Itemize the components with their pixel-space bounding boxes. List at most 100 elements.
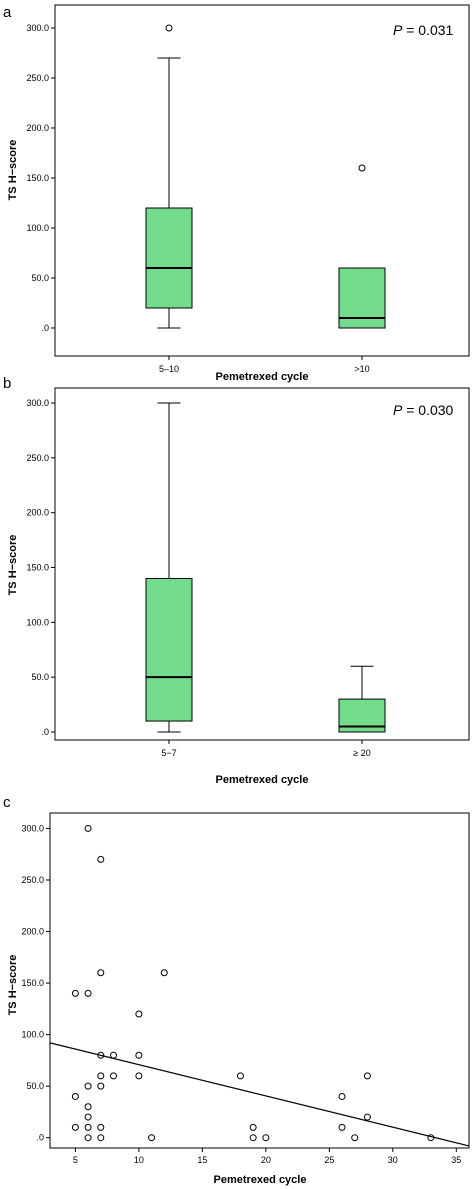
scatter-point xyxy=(84,1082,92,1090)
panel-c-fit xyxy=(49,1042,470,1147)
scatter-point xyxy=(97,1082,105,1090)
x-tick-label: 5−7 xyxy=(161,748,176,758)
y-tick-label: 100.0 xyxy=(26,223,49,233)
scatter-point xyxy=(71,1092,79,1100)
scatter-point xyxy=(338,1123,346,1131)
y-tick-label: 200.0 xyxy=(26,508,49,518)
scatter-point xyxy=(84,1103,92,1111)
y-tick-label: 300.0 xyxy=(26,398,49,408)
panel-c-xlabel: Pemetrexed cycle xyxy=(214,1174,307,1186)
y-tick-label: 150.0 xyxy=(26,563,49,573)
panel-a-ylabel: TS H−score xyxy=(7,140,19,201)
scatter-point xyxy=(109,1072,117,1080)
scatter-point xyxy=(249,1123,257,1131)
x-tick-label: 10 xyxy=(134,1155,144,1165)
outlier-point xyxy=(165,24,173,32)
panel-a-p-text: = 0.031 xyxy=(402,22,453,38)
y-tick-label: 250.0 xyxy=(26,453,49,463)
panel-b-ylabel: TS H−score xyxy=(7,535,19,596)
y-tick-label: .0 xyxy=(41,323,49,333)
y-tick-label: 150.0 xyxy=(21,978,44,988)
y-tick-label: 200.0 xyxy=(21,927,44,937)
panel-b-p-symbol: P xyxy=(393,402,403,418)
outlier-point xyxy=(358,164,366,172)
y-tick-label: .0 xyxy=(36,1133,44,1143)
scatter-point xyxy=(236,1072,244,1080)
scatter-point xyxy=(84,1134,92,1142)
panel-c-points xyxy=(71,824,435,1142)
panel-a-xlabel: Pemetrexed cycle xyxy=(216,371,309,383)
scatter-point xyxy=(135,1010,143,1018)
scatter-point xyxy=(363,1113,371,1121)
panel-b: b TS H−score Pemetrexed cycle P = 0.030 … xyxy=(3,375,470,786)
x-tick-label: 20 xyxy=(261,1155,271,1165)
scatter-point xyxy=(84,824,92,832)
panel-b-xticks: 5−7 ≥ 20 xyxy=(161,740,371,758)
y-tick-label: .0 xyxy=(41,727,49,737)
x-tick-label: 5–10 xyxy=(159,364,179,374)
scatter-point xyxy=(262,1134,270,1142)
scatter-point xyxy=(135,1072,143,1080)
scatter-point xyxy=(109,1051,117,1059)
scatter-point xyxy=(97,1123,105,1131)
fit-line xyxy=(49,1042,470,1147)
y-tick-label: 250.0 xyxy=(21,875,44,885)
box-iqr xyxy=(145,577,193,722)
scatter-point xyxy=(71,1123,79,1131)
scatter-point xyxy=(338,1092,346,1100)
x-tick-label: 30 xyxy=(388,1155,398,1165)
y-tick-label: 250.0 xyxy=(26,73,49,83)
scatter-point xyxy=(97,1072,105,1080)
scatter-point xyxy=(71,989,79,997)
panel-b-frame xyxy=(54,387,470,741)
scatter-point xyxy=(97,969,105,977)
x-tick-label: 15 xyxy=(197,1155,207,1165)
scatter-point xyxy=(148,1134,156,1142)
panel-c-frame xyxy=(49,812,470,1149)
panel-c: c TS H−score Pemetrexed cycle .0 50.0 100.… xyxy=(3,794,470,1186)
panel-a-label: a xyxy=(3,4,12,21)
scatter-point xyxy=(97,855,105,863)
panel-a-boxes xyxy=(145,24,386,329)
panel-b-boxes xyxy=(145,402,386,733)
panel-b-xlabel: Pemetrexed cycle xyxy=(216,774,309,786)
panel-a-pvalue: P = 0.031 xyxy=(393,22,454,38)
x-tick-label: 5 xyxy=(73,1155,78,1165)
y-tick-label: 50.0 xyxy=(26,1081,44,1091)
panel-a-yticks: .0 50.0 100.0 150.0 200.0 250.0 300.0 xyxy=(26,23,55,333)
y-tick-label: 100.0 xyxy=(21,1030,44,1040)
y-tick-label: 50.0 xyxy=(31,273,49,283)
x-tick-label: >10 xyxy=(354,364,369,374)
scatter-point xyxy=(84,1113,92,1121)
y-tick-label: 300.0 xyxy=(26,23,49,33)
box-iqr xyxy=(145,207,193,309)
y-tick-label: 100.0 xyxy=(26,617,49,627)
y-tick-label: 150.0 xyxy=(26,173,49,183)
x-tick-label: 35 xyxy=(451,1155,461,1165)
panel-b-label: b xyxy=(3,375,11,392)
y-tick-label: 200.0 xyxy=(26,123,49,133)
scatter-point xyxy=(84,1123,92,1131)
x-tick-label: 25 xyxy=(324,1155,334,1165)
panel-a: a TS H−score Pemetrexed cycle P = 0.031 … xyxy=(3,4,470,383)
panel-b-pvalue: P = 0.030 xyxy=(393,402,454,418)
scatter-point xyxy=(249,1134,257,1142)
panel-b-p-text: = 0.030 xyxy=(402,402,453,418)
scatter-point xyxy=(97,1134,105,1142)
panel-c-label: c xyxy=(3,794,11,811)
scatter-point xyxy=(84,989,92,997)
panel-a-frame xyxy=(54,4,470,357)
panel-b-yticks: .0 50.0 100.0 150.0 200.0 250.0 300.0 xyxy=(26,398,55,737)
scatter-point xyxy=(351,1134,359,1142)
panel-c-yticks: .0 50.0 100.0 150.0 200.0 250.0 300.0 xyxy=(21,823,50,1143)
x-tick-label: ≥ 20 xyxy=(353,748,370,758)
scatter-point xyxy=(363,1072,371,1080)
panel-a-xticks: 5–10 >10 xyxy=(159,356,370,374)
panel-c-ylabel: TS H−score xyxy=(7,955,19,1016)
scatter-point xyxy=(135,1051,143,1059)
y-tick-label: 300.0 xyxy=(21,823,44,833)
y-tick-label: 50.0 xyxy=(31,672,49,682)
panel-c-xticks: 5 10 15 20 25 30 35 xyxy=(73,1148,461,1165)
panel-a-p-symbol: P xyxy=(393,22,403,38)
